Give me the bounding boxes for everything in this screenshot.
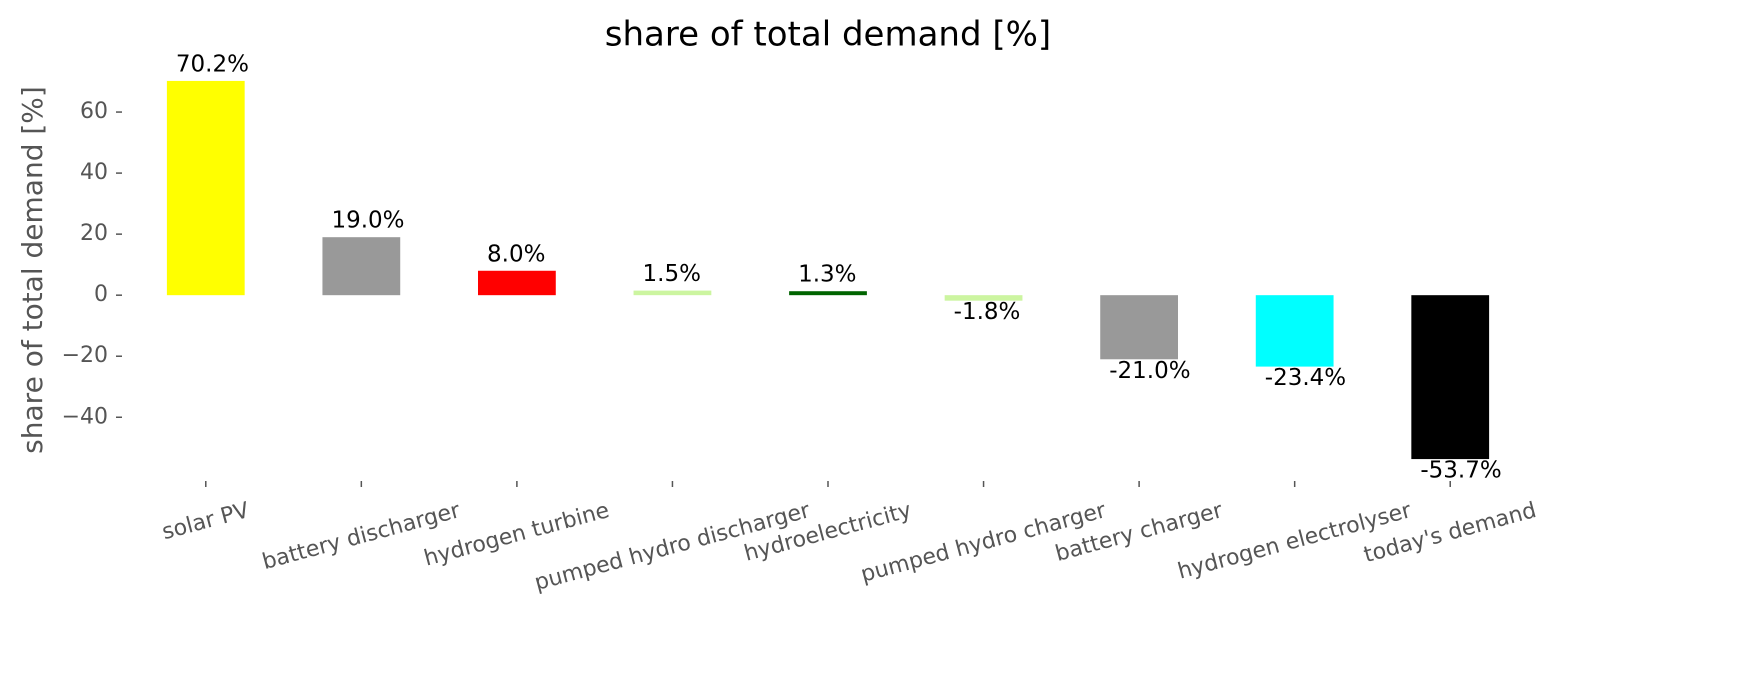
bar <box>478 270 556 296</box>
y-tick-label: 40 <box>80 160 108 185</box>
value-label: -23.4% <box>1265 365 1346 391</box>
value-label: 1.3% <box>798 262 856 288</box>
y-axis-label: share of total demand [%] <box>16 86 49 454</box>
y-tick-label: 60 <box>80 99 108 124</box>
y-tick-label: 0 <box>94 282 108 307</box>
y-tick-label: −40 <box>62 404 108 429</box>
value-label: -53.7% <box>1420 458 1501 484</box>
x-tick-label: solar PV <box>159 498 251 545</box>
bar <box>633 290 712 296</box>
bar <box>166 80 245 296</box>
y-tick-label: −20 <box>62 343 108 368</box>
value-label: 1.5% <box>643 261 701 287</box>
bar <box>944 295 1023 301</box>
value-label: 70.2% <box>176 51 249 77</box>
value-label: 19.0% <box>331 208 404 234</box>
value-label: -21.0% <box>1109 358 1190 384</box>
bar <box>322 237 401 296</box>
chart-title: share of total demand [%] <box>605 15 1051 55</box>
value-label: -1.8% <box>954 299 1021 325</box>
y-tick-label: 20 <box>80 221 108 246</box>
bar <box>1100 295 1178 360</box>
bar <box>1411 295 1490 460</box>
bar <box>1255 295 1334 367</box>
value-label: 8.0% <box>487 241 545 267</box>
bar <box>789 291 867 296</box>
